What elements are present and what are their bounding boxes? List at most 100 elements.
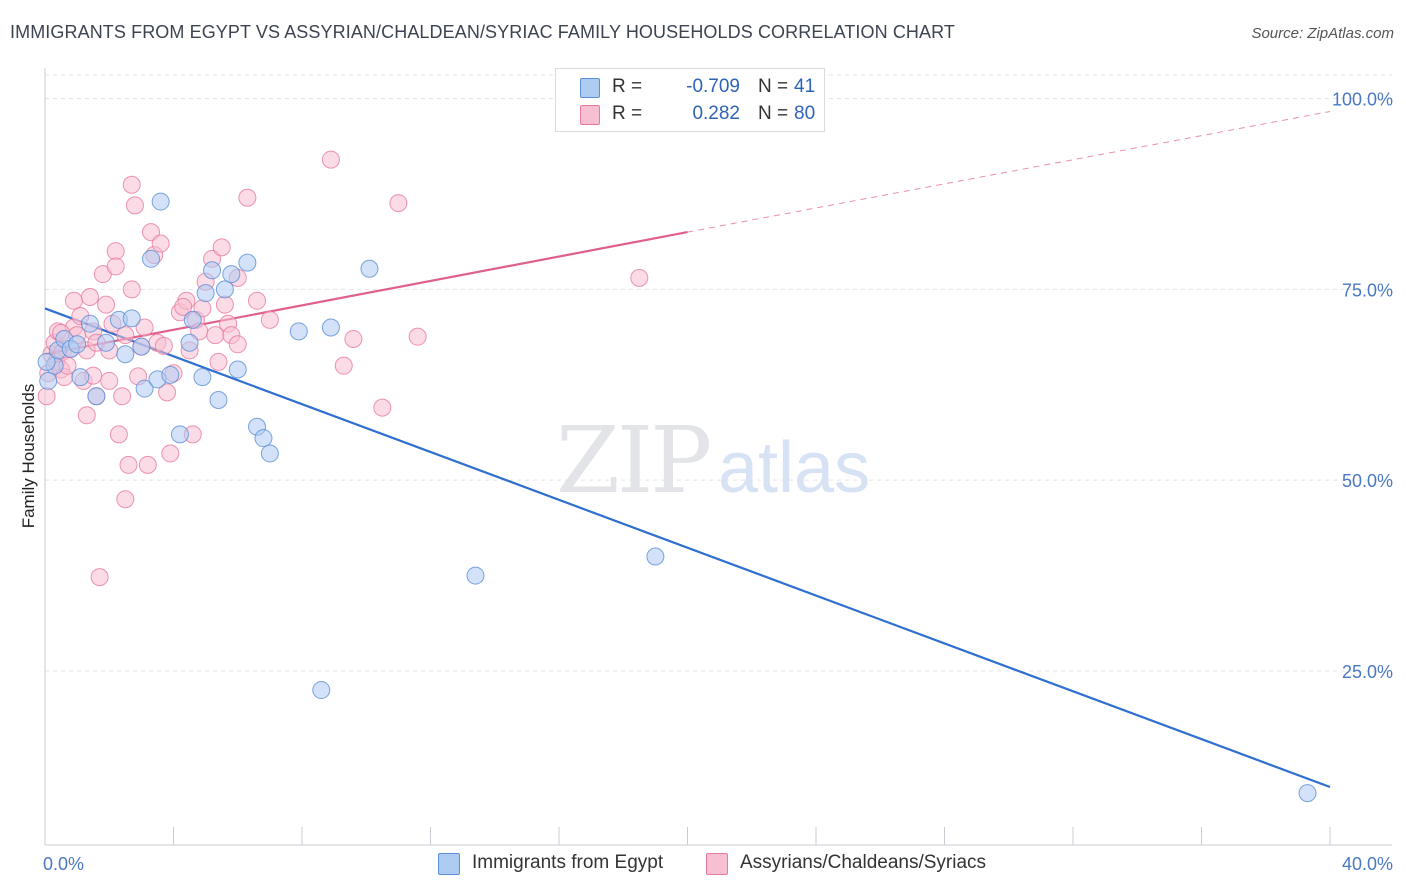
x-tick-label: 40.0%: [1342, 854, 1393, 874]
stats-legend: R = -0.709 N = 41 R = 0.282 N = 80: [555, 68, 825, 132]
point-egypt: [646, 547, 665, 566]
point-assyrian: [97, 295, 116, 314]
point-assyrian: [64, 291, 83, 310]
point-egypt: [135, 379, 154, 398]
point-assyrian: [228, 335, 247, 354]
point-assyrian: [154, 336, 173, 355]
point-egypt: [180, 333, 199, 352]
point-egypt: [68, 335, 87, 354]
point-assyrian: [389, 194, 408, 213]
point-egypt: [170, 425, 189, 444]
data-points: [37, 150, 1317, 803]
x-tick-label: 0.0%: [43, 854, 84, 874]
point-egypt: [1298, 784, 1317, 803]
chart-title: IMMIGRANTS FROM EGYPT VS ASSYRIAN/CHALDE…: [10, 22, 956, 42]
point-egypt: [222, 265, 241, 284]
r-value: 0.282: [692, 103, 740, 124]
point-egypt: [193, 368, 212, 387]
legend-swatch-assyrian: [706, 853, 728, 875]
trend-lines: [44, 111, 1331, 789]
point-assyrian: [119, 455, 138, 474]
point-assyrian: [212, 238, 231, 257]
grid-lines: [45, 74, 1392, 672]
point-egypt: [97, 333, 116, 352]
legend-swatch-egypt: [438, 853, 460, 875]
y-tick-label: 75.0%: [1342, 280, 1393, 300]
point-assyrian: [334, 356, 353, 375]
point-egypt: [183, 310, 202, 329]
watermark-atlas: atlas: [718, 428, 870, 508]
point-egypt: [254, 429, 273, 448]
trend-line-assyrian-extension: [687, 111, 1331, 233]
point-egypt: [151, 192, 170, 211]
point-assyrian: [125, 196, 144, 215]
point-assyrian: [321, 150, 340, 169]
point-egypt: [289, 322, 308, 341]
point-assyrian: [113, 387, 132, 406]
point-egypt: [312, 681, 331, 700]
point-assyrian: [116, 326, 135, 345]
legend-label-egypt: Immigrants from Egypt: [472, 852, 664, 873]
point-assyrian: [408, 327, 427, 346]
point-assyrian: [248, 291, 267, 310]
point-egypt: [80, 314, 99, 333]
y-axis-label: Family Households: [19, 384, 38, 529]
point-assyrian: [174, 297, 193, 316]
point-assyrian: [80, 287, 99, 306]
point-assyrian: [209, 352, 228, 371]
point-egypt: [260, 444, 279, 463]
watermark-zip: ZIP: [556, 407, 709, 514]
point-assyrian: [106, 257, 125, 276]
point-assyrian: [630, 268, 649, 287]
point-egypt: [87, 387, 106, 406]
point-assyrian: [158, 383, 177, 402]
point-assyrian: [109, 425, 128, 444]
legend-swatch-assyrian: [580, 105, 600, 125]
y-tick-label: 25.0%: [1342, 662, 1393, 682]
n-label: N =: [758, 103, 789, 124]
point-assyrian: [373, 398, 392, 417]
point-assyrian: [122, 175, 141, 194]
point-assyrian: [77, 406, 96, 425]
point-assyrian: [138, 455, 157, 474]
point-egypt: [228, 360, 247, 379]
point-egypt: [39, 371, 58, 390]
n-value: 80: [794, 103, 816, 124]
point-assyrian: [122, 280, 141, 299]
n-label: N =: [758, 76, 789, 97]
point-egypt: [132, 337, 151, 356]
point-assyrian: [135, 318, 154, 337]
point-assyrian: [161, 444, 180, 463]
point-assyrian: [344, 329, 363, 348]
point-egypt: [203, 261, 222, 280]
point-egypt: [196, 284, 215, 303]
point-egypt: [215, 280, 234, 299]
tick-labels: 25.0% 50.0% 75.0% 100.0% 0.0% 40.0%: [43, 90, 1393, 874]
point-assyrian: [260, 310, 279, 329]
r-label: R =: [612, 76, 643, 97]
y-tick-label: 50.0%: [1342, 471, 1393, 491]
point-egypt: [37, 352, 56, 371]
point-assyrian: [238, 188, 257, 207]
legend-label-assyrian: Assyrians/Chaldeans/Syriacs: [740, 852, 987, 873]
point-assyrian: [37, 387, 56, 406]
point-egypt: [161, 365, 180, 384]
point-egypt: [209, 391, 228, 410]
point-assyrian: [90, 568, 109, 587]
trend-line-assyrian: [44, 231, 688, 356]
r-value: -0.709: [686, 76, 740, 97]
legend-swatch-egypt: [580, 78, 600, 98]
axes: [44, 68, 1392, 846]
point-assyrian: [100, 371, 119, 390]
point-egypt: [122, 309, 141, 328]
point-egypt: [238, 253, 257, 272]
point-assyrian: [116, 490, 135, 509]
point-assyrian: [106, 242, 125, 261]
point-egypt: [466, 566, 485, 585]
r-label: R =: [612, 103, 643, 124]
y-tick-label: 100.0%: [1332, 90, 1393, 110]
point-assyrian: [215, 295, 234, 314]
point-egypt: [142, 249, 161, 268]
point-assyrian: [151, 234, 170, 253]
point-egypt: [71, 368, 90, 387]
